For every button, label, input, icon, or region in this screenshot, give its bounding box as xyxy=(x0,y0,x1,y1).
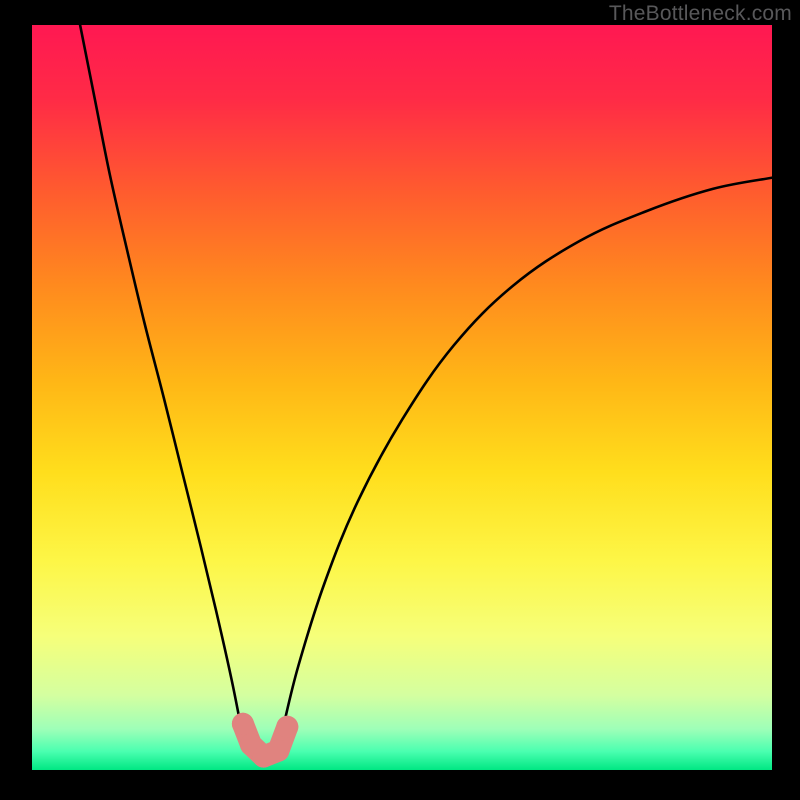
watermark-text: TheBottleneck.com xyxy=(609,2,792,26)
gradient-background xyxy=(32,25,772,770)
plot-area xyxy=(32,25,772,770)
marker-dot xyxy=(232,713,254,735)
marker-dot xyxy=(267,740,289,762)
marker-dot xyxy=(276,716,298,738)
chart-root: TheBottleneck.com xyxy=(0,0,800,800)
chart-svg xyxy=(32,25,772,770)
